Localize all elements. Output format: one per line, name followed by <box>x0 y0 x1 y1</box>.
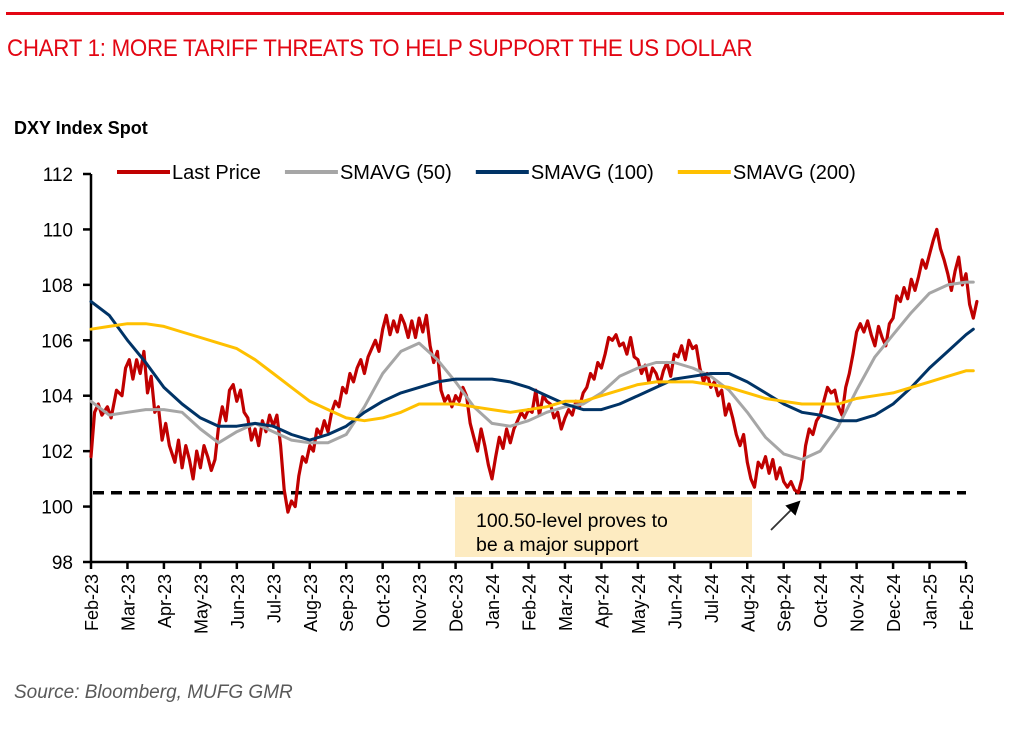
legend-item: SMAVG (200) <box>677 162 856 184</box>
x-tick-label: May-23 <box>191 574 211 634</box>
series-line-last-price <box>89 227 979 514</box>
y-tick-label: 108 <box>41 276 73 297</box>
series-group <box>89 227 979 514</box>
x-tick-label: Aug-24 <box>738 574 758 632</box>
chart-title: CHART 1: MORE TARIFF THREATS TO HELP SUP… <box>7 35 753 62</box>
x-tick-label: Aug-23 <box>301 574 321 632</box>
x-tick-label: Sep-24 <box>775 574 795 632</box>
series-line-smavg-200 <box>89 322 975 423</box>
y-tick-label: 112 <box>43 165 73 186</box>
y-tick-label: 106 <box>41 331 73 352</box>
y-tick-label: 100 <box>41 498 73 519</box>
annotation-box <box>455 497 752 557</box>
legend-label: SMAVG (100) <box>531 162 654 184</box>
x-tick-label: Jan-25 <box>921 574 941 629</box>
series-line-smavg-100 <box>89 300 975 442</box>
x-tick-label: Mar-23 <box>118 574 138 631</box>
x-tick-label: Oct-23 <box>374 574 394 628</box>
x-tick-label: Jul-23 <box>264 574 284 623</box>
chart-subtitle: DXY Index Spot <box>14 118 148 138</box>
y-tick-label: 110 <box>43 220 73 241</box>
x-tick-label: Sep-23 <box>337 574 357 632</box>
legend-item: SMAVG (50) <box>284 162 452 184</box>
x-tick-label: Feb-25 <box>957 574 977 631</box>
legend-label: SMAVG (200) <box>733 162 856 184</box>
legend-item: Last Price <box>117 162 261 184</box>
annotation-text: 100.50-level proves to be a major suppor… <box>476 510 668 556</box>
x-tick-label: May-24 <box>629 574 649 634</box>
x-tick-label: Jul-24 <box>702 574 722 623</box>
x-tick-label: Apr-24 <box>592 574 612 628</box>
annotation-arrow-group <box>770 500 801 531</box>
x-tick-label: Nov-24 <box>848 574 868 632</box>
x-tick-label: Dec-23 <box>447 574 467 632</box>
y-tick-label: 98 <box>52 553 73 574</box>
x-tick-label: Mar-24 <box>556 574 576 631</box>
legend: Last Price SMAVG (50) SMAVG (100) SMAVG (20… <box>117 162 856 184</box>
legend-label: Last Price <box>172 162 261 184</box>
legend-label: SMAVG (50) <box>340 162 452 184</box>
x-tick-label: Feb-24 <box>520 574 540 631</box>
x-tick-label: Dec-24 <box>884 574 904 632</box>
x-tick-label: Apr-23 <box>155 574 175 628</box>
annotation-arrow <box>770 500 801 531</box>
x-tick-label: Jun-24 <box>665 574 685 629</box>
y-tick-label: 104 <box>41 387 73 408</box>
x-tick-label: Feb-23 <box>82 574 102 631</box>
x-tick-label: Nov-23 <box>410 574 430 632</box>
x-tick-label: Jun-23 <box>228 574 248 629</box>
top-rule <box>6 12 1004 15</box>
source-note: Source: Bloomberg, MUFG GMR <box>14 682 293 703</box>
legend-item: SMAVG (100) <box>475 162 654 184</box>
y-tick-label: 102 <box>41 442 73 463</box>
axes: 98 100 102 104 106 108 110 112 Feb-23 Mar-23 Apr-2… <box>41 165 977 634</box>
x-tick-label: Jan-24 <box>483 574 503 629</box>
x-tick-label: Oct-24 <box>811 574 831 628</box>
series-line-smavg-50 <box>89 280 975 461</box>
